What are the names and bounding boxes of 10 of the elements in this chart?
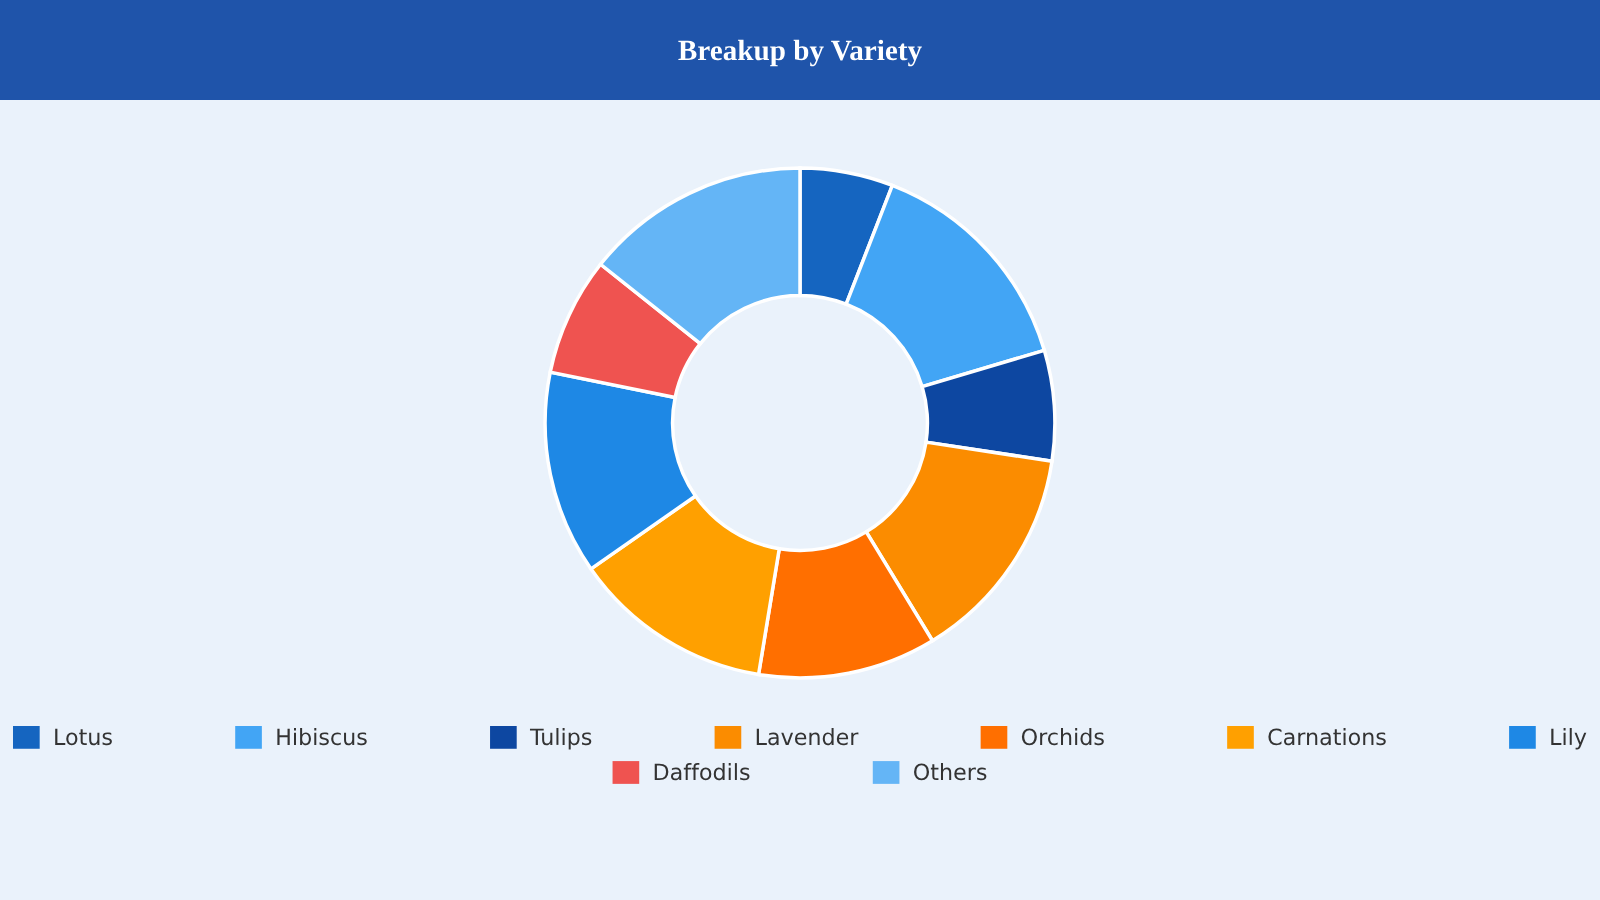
legend-label: Hibiscus bbox=[277, 727, 367, 746]
legend-label: Orchids bbox=[1021, 727, 1104, 746]
legend-label: Daffodils bbox=[654, 763, 750, 781]
legend-label: Others bbox=[914, 763, 987, 781]
legend-label: Lily bbox=[1551, 727, 1587, 750]
legend-label: Lotus bbox=[55, 728, 112, 746]
chart-title: Breakup by Variety bbox=[678, 39, 922, 67]
legend-label: Tulips bbox=[529, 727, 592, 750]
legend-label: Lavender bbox=[756, 727, 859, 746]
legend-label: Carnations bbox=[1268, 727, 1386, 746]
